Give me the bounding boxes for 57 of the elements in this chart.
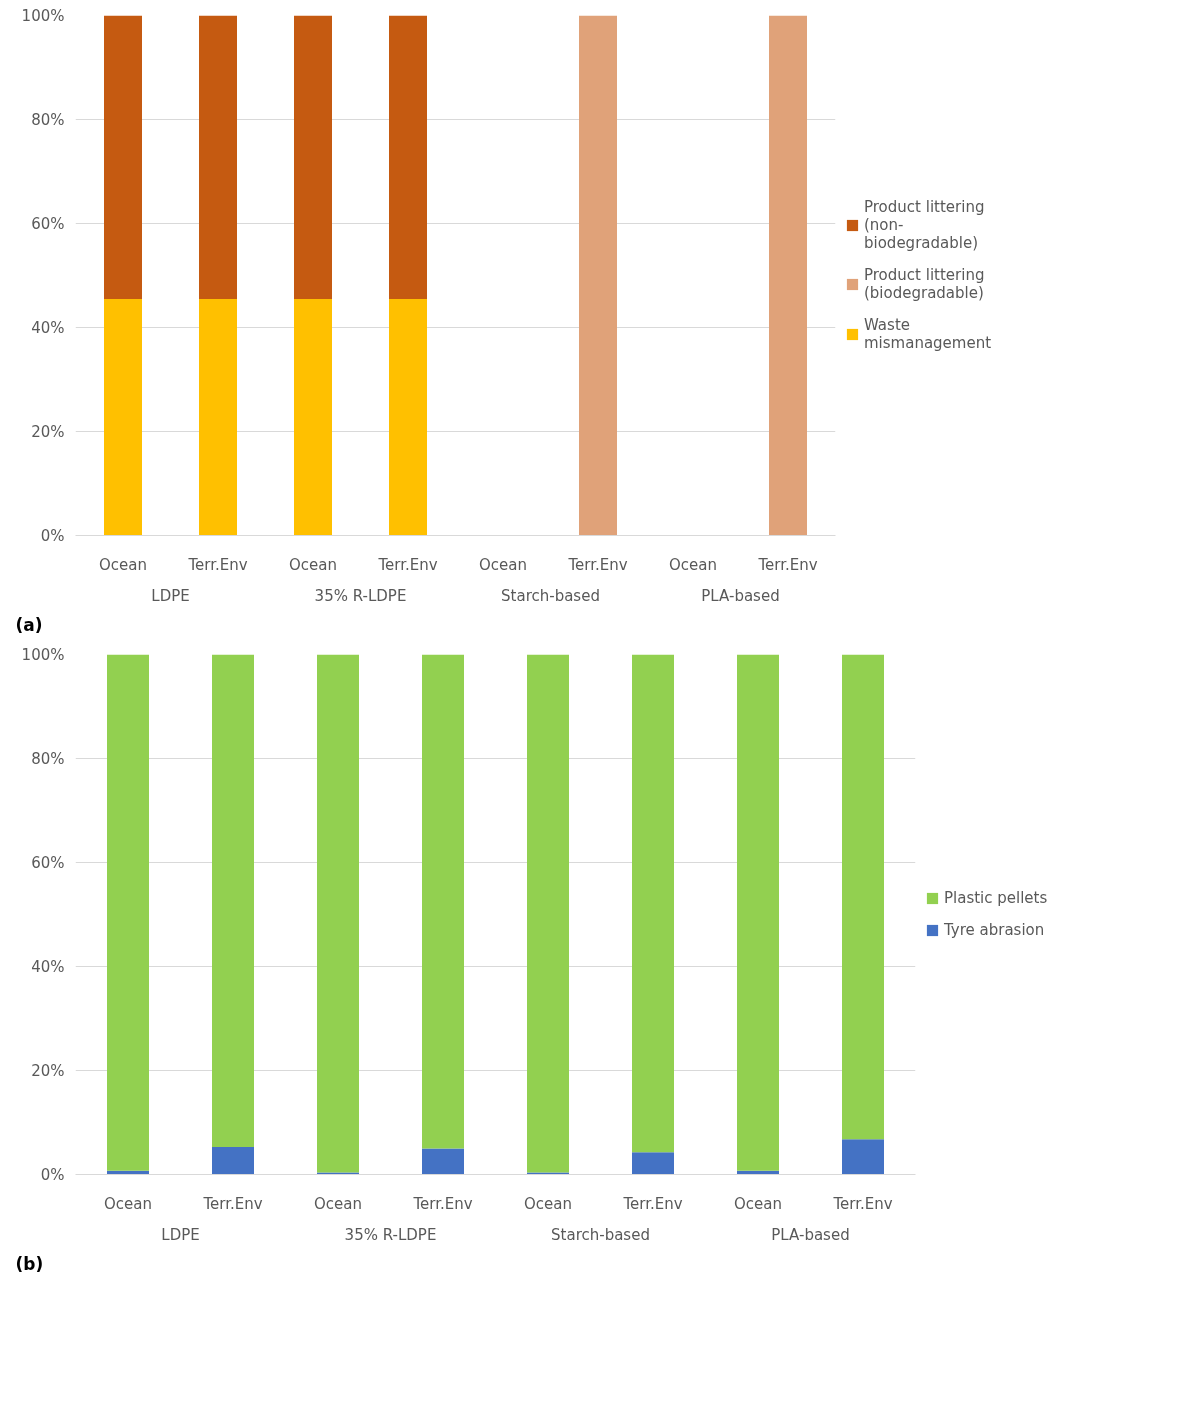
text: Starch-based — [551, 1225, 650, 1244]
text: (a) — [15, 614, 43, 635]
bar — [107, 654, 149, 1171]
legend-label: Plastic pellets — [944, 889, 1048, 907]
x-tick-label: Terr.Env — [622, 1194, 683, 1213]
y-tick-label: 0% — [40, 526, 65, 545]
y-tick-label: 100% — [21, 6, 65, 25]
legend-label: Waste mismanagement — [864, 316, 992, 352]
bar — [317, 654, 359, 1173]
y-tick-label: 100% — [21, 645, 65, 664]
text: (b) — [15, 1253, 44, 1274]
bar — [737, 654, 779, 1171]
x-tick-label: Ocean — [734, 1194, 782, 1213]
text: PLA-based — [701, 586, 780, 605]
y-tick-label: 20% — [31, 1061, 65, 1080]
y-tick-label: 20% — [31, 422, 65, 441]
legend-label: Tyre abrasion — [944, 921, 1045, 939]
y-tick-label: 80% — [31, 110, 65, 129]
legend-label: Product littering (biodegradable) — [864, 266, 985, 302]
y-tick-label: 60% — [31, 214, 65, 233]
y-tick-label: 40% — [31, 318, 65, 337]
x-tick-label: Terr.Env — [377, 555, 438, 574]
bar — [422, 654, 464, 1149]
x-tick-label: Terr.Env — [202, 1194, 263, 1213]
x-tick-label: Ocean — [314, 1194, 362, 1213]
x-tick-label: Ocean — [479, 555, 527, 574]
x-tick-label: Terr.Env — [757, 555, 818, 574]
legend-label: Product littering (non-biodegradable) — [864, 198, 985, 252]
x-tick-label: Terr.Env — [412, 1194, 473, 1213]
x-tick-label: Ocean — [99, 555, 147, 574]
y-tick-label: 0% — [40, 1165, 65, 1184]
y-tick-label: 40% — [31, 957, 65, 976]
bar — [422, 1148, 464, 1175]
bar — [842, 1139, 884, 1175]
x-tick-label: Ocean — [524, 1194, 572, 1213]
x-tick-label: Ocean — [669, 555, 717, 574]
x-tick-label: Terr.Env — [187, 555, 248, 574]
x-tick-label: Ocean — [104, 1194, 152, 1213]
bar — [212, 1146, 254, 1175]
text: LDPE — [161, 1225, 200, 1244]
text: PLA-based — [771, 1225, 850, 1244]
text: Starch-based — [501, 586, 600, 605]
x-tick-label: Terr.Env — [832, 1194, 893, 1213]
text: 35% R-LDPE — [344, 1225, 437, 1244]
y-tick-label: 80% — [31, 749, 65, 768]
x-tick-label: Terr.Env — [567, 555, 628, 574]
bar — [527, 654, 569, 1173]
bar — [632, 1152, 674, 1175]
y-tick-label: 60% — [31, 853, 65, 872]
text: 35% R-LDPE — [314, 586, 407, 605]
x-tick-label: Ocean — [289, 555, 337, 574]
bar — [317, 1172, 359, 1175]
bar — [842, 654, 884, 1140]
bar — [527, 1172, 569, 1175]
bar — [632, 654, 674, 1153]
bar — [212, 654, 254, 1147]
text: LDPE — [151, 586, 190, 605]
